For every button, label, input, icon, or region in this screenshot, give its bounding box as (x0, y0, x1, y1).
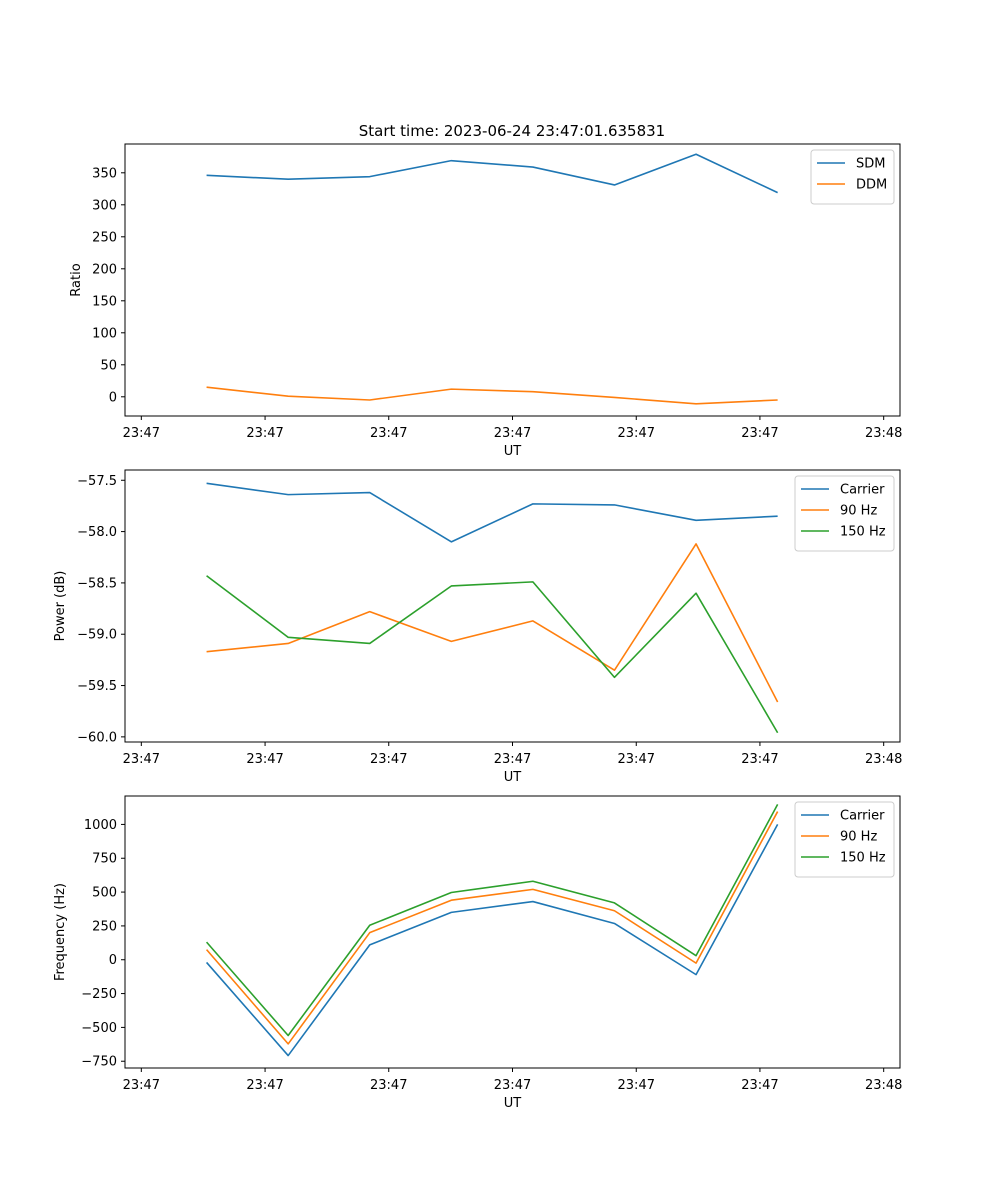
chart-1-y-tick-label: 250 (92, 230, 117, 245)
chart-1-legend-label-1: SDM (856, 157, 885, 172)
chart-2-x-tick-label: 23:47 (618, 752, 655, 767)
chart-1-legend-label-2: DDM (856, 178, 887, 193)
chart-3-y-tick-label: −500 (81, 1021, 117, 1036)
chart-2-legend: Carrier 90 Hz 150 Hz (794, 475, 895, 552)
chart-3-legend: Carrier 90 Hz 150 Hz (794, 801, 895, 878)
chart-1-y-tick-label: 0 (109, 390, 117, 405)
chart-2-legend-label-3: 150 Hz (840, 525, 886, 540)
chart-1-x-tick-label: 23:47 (618, 426, 655, 441)
chart-3-legend-label-2: 90 Hz (840, 830, 877, 845)
chart-2-y-tick-label: −57.5 (77, 474, 117, 489)
chart-2-y-tick-label: −58.5 (77, 576, 117, 591)
chart-3-y-axis-label: Frequency (Hz) (53, 883, 68, 981)
chart-1-x-tick-label: 23:47 (123, 426, 160, 441)
chart-2-x-tick-label: 23:47 (494, 752, 531, 767)
chart-2-x-tick-label: 23:47 (123, 752, 160, 767)
chart-3-y-tick-label: 250 (92, 919, 117, 934)
chart-3-y-tick-label: 0 (109, 953, 117, 968)
chart-1-y-axis-label: Ratio (69, 263, 84, 296)
chart-3-x-tick-label: 23:47 (123, 1078, 160, 1093)
chart-3-y-tick-label: −750 (81, 1055, 117, 1070)
chart-3-y-tick-label: 1000 (84, 818, 117, 833)
chart-3-legend-box (794, 801, 895, 878)
chart-1: 23:47 23:47 23:47 23:47 23:47 23:47 23:48 0 50 10… (69, 143, 902, 459)
chart-3-y-tick-label: 500 (92, 886, 117, 901)
chart-3-legend-label-3: 150 Hz (840, 851, 886, 866)
chart-3-x-tick-label: 23:47 (370, 1078, 407, 1093)
chart-2-y-tick-label: −60.0 (77, 730, 117, 745)
chart-3-y-tick-label: 750 (92, 852, 117, 867)
chart-2-legend-box (794, 475, 895, 552)
chart-1-y-tick-label: 100 (92, 326, 117, 341)
chart-1-y-tick-label: 150 (92, 294, 117, 309)
chart-2-x-tick-label: 23:47 (246, 752, 283, 767)
chart-2-x-axis-label: UT (504, 770, 522, 785)
chart-1-x-tick-label: 23:47 (246, 426, 283, 441)
chart-3-x-axis-label: UT (504, 1096, 522, 1111)
chart-3-series-1-line (205, 824, 779, 1057)
chart-3-x-tick-label: 23:47 (618, 1078, 655, 1093)
chart-2: 23:47 23:47 23:47 23:47 23:47 23:47 23:48 −60.0… (53, 469, 902, 785)
chart-1-y-tick-label: 300 (92, 198, 117, 213)
chart-3-x-tick-label: 23:47 (741, 1078, 778, 1093)
chart-3-series-3-line (205, 804, 779, 1037)
chart-1-series-1-line (206, 153, 778, 194)
figure-title: Start time: 2023-06-24 23:47:01.635831 (359, 122, 665, 140)
chart-2-x-tick-label: 23:47 (741, 752, 778, 767)
chart-1-x-tick-label: 23:47 (741, 426, 778, 441)
chart-2-y-tick-label: −59.5 (77, 679, 117, 694)
chart-3-x-tick-label: 23:47 (494, 1078, 531, 1093)
chart-1-y-tick-label: 350 (92, 166, 117, 181)
chart-3-x-tick-label: 23:48 (865, 1078, 902, 1093)
chart-2-y-tick-label: −58.0 (77, 525, 117, 540)
chart-3: 23:47 23:47 23:47 23:47 23:47 23:47 23:48 −750 −… (53, 795, 902, 1111)
chart-1-x-tick-label: 23:48 (865, 426, 902, 441)
chart-1-x-axis-label: UT (504, 444, 522, 459)
chart-2-x-tick-label: 23:47 (370, 752, 407, 767)
chart-3-y-tick-label: −250 (81, 987, 117, 1002)
chart-2-legend-label-1: Carrier (840, 483, 885, 498)
chart-1-y-tick-label: 50 (100, 358, 117, 373)
chart-3-legend-label-1: Carrier (840, 809, 885, 824)
chart-2-x-tick-label: 23:48 (865, 752, 902, 767)
chart-2-y-axis-label: Power (dB) (53, 571, 68, 642)
chart-3-x-tick-label: 23:47 (246, 1078, 283, 1093)
chart-2-series-3-line (206, 575, 779, 734)
chart-3-series-2-line (205, 811, 779, 1045)
chart-2-y-tick-label: −59.0 (77, 628, 117, 643)
chart-1-x-tick-label: 23:47 (494, 426, 531, 441)
chart-1-legend: SDM DDM (810, 149, 895, 205)
chart-2-series-1-line (206, 482, 778, 543)
chart-1-y-tick-label: 200 (92, 262, 117, 277)
chart-2-legend-label-2: 90 Hz (840, 504, 877, 519)
chart-1-x-tick-label: 23:47 (370, 426, 407, 441)
chart-1-series-2-line (206, 386, 778, 405)
